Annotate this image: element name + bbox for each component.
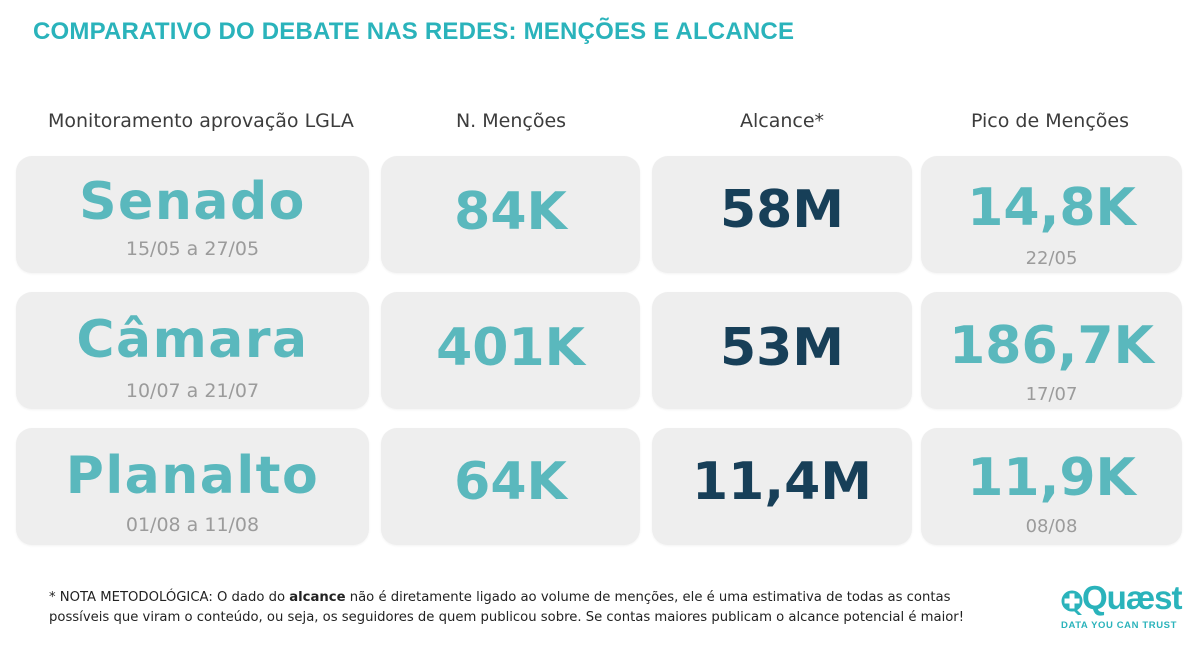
methodology-note: * NOTA METODOLÓGICA: O dado do alcance n…: [49, 588, 1009, 628]
row-name: Câmara: [76, 310, 309, 370]
column-header-peak: Pico de Menções: [970, 110, 1129, 132]
reach-card: 53M: [652, 292, 912, 409]
row-label-card: Planalto 01/08 a 11/08: [16, 428, 369, 545]
row-label-card: Câmara 10/07 a 21/07: [16, 292, 369, 409]
logo-tagline: DATA YOU CAN TRUST: [1061, 620, 1178, 631]
logo-wordmark: Quæst: [1082, 579, 1183, 616]
quaest-logo: Quæst DATA YOU CAN TRUST: [1060, 579, 1185, 635]
note-prefix: * NOTA METODOLÓGICA: O dado do: [49, 590, 290, 605]
mentions-card: 64K: [381, 428, 640, 545]
mentions-value: 401K: [436, 318, 585, 378]
peak-value: 11,9K: [967, 448, 1136, 508]
quaest-q-icon: [1061, 590, 1083, 615]
note-suffix: não é diretamente ligado ao volume de me…: [49, 590, 965, 625]
column-header-label: Monitoramento aprovação LGLA: [48, 110, 354, 132]
peak-date: 17/07: [1025, 384, 1078, 405]
row-label-card: Senado 15/05 a 27/05: [16, 156, 369, 273]
reach-card: 11,4M: [652, 428, 912, 545]
note-bold-term: alcance: [289, 590, 346, 605]
peak-value: 186,7K: [949, 316, 1154, 376]
mentions-value: 64K: [454, 452, 567, 512]
peak-date: 08/08: [1025, 516, 1078, 537]
row-name: Planalto: [65, 446, 320, 506]
column-header-mentions: N. Menções: [455, 110, 567, 132]
row-period: 10/07 a 21/07: [125, 380, 260, 402]
mentions-value: 84K: [454, 182, 567, 242]
column-header-reach: Alcance*: [739, 110, 825, 132]
row-period: 15/05 a 27/05: [125, 238, 260, 260]
page-title: COMPARATIVO DO DEBATE NAS REDES: MENÇÕES…: [33, 18, 795, 45]
reach-value: 53M: [719, 318, 845, 378]
peak-card: 186,7K 17/07: [921, 292, 1182, 409]
row-period: 01/08 a 11/08: [125, 514, 260, 536]
mentions-card: 401K: [381, 292, 640, 409]
peak-value: 14,8K: [967, 178, 1136, 238]
reach-value: 58M: [719, 180, 845, 240]
row-name: Senado: [79, 172, 306, 232]
peak-date: 22/05: [1025, 248, 1078, 269]
reach-card: 58M: [652, 156, 912, 273]
peak-card: 14,8K 22/05: [921, 156, 1182, 273]
reach-value: 11,4M: [691, 452, 873, 512]
peak-card: 11,9K 08/08: [921, 428, 1182, 545]
mentions-card: 84K: [381, 156, 640, 273]
